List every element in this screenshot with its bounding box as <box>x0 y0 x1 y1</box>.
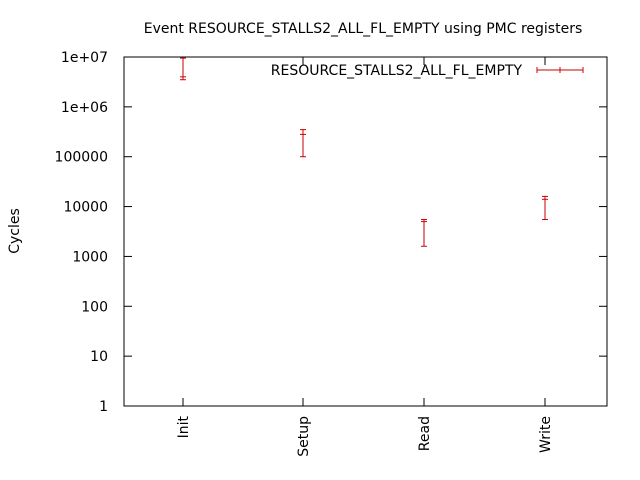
y-tick-label-0: 1 <box>99 399 108 415</box>
error-bar-series <box>180 57 548 247</box>
x-tick-label-1: Setup <box>296 416 312 457</box>
x-tick-label-2: Read <box>417 416 433 451</box>
y-axis-ticks: 1 10 100 1000 10000 100000 1e+06 1e+07 <box>55 50 607 415</box>
y-tick-label-6: 1e+06 <box>61 100 108 116</box>
legend-label: RESOURCE_STALLS2_ALL_FL_EMPTY <box>271 63 523 79</box>
x-tick-label-3: Write <box>538 416 554 453</box>
error-bar-init <box>180 57 186 81</box>
error-bar-setup <box>300 129 306 158</box>
error-bar-read <box>421 219 427 247</box>
plot-frame <box>123 56 608 407</box>
x-tick-label-0: Init <box>176 415 192 438</box>
y-tick-label-4: 10000 <box>63 200 108 216</box>
y-tick-label-2: 100 <box>81 299 108 315</box>
y-axis-label: Cycles <box>7 208 23 254</box>
x-axis-ticks: Init Setup Read Write <box>176 57 554 457</box>
y-tick-label-1: 10 <box>90 349 108 365</box>
y-tick-label-3: 1000 <box>72 249 108 265</box>
chart-title: Event RESOURCE_STALLS2_ALL_FL_EMPTY usin… <box>144 21 583 37</box>
legend: RESOURCE_STALLS2_ALL_FL_EMPTY <box>271 63 584 79</box>
y-tick-label-7: 1e+07 <box>61 50 108 66</box>
y-tick-label-5: 100000 <box>55 150 108 166</box>
error-bar-write <box>542 195 548 221</box>
legend-sample <box>536 67 584 73</box>
